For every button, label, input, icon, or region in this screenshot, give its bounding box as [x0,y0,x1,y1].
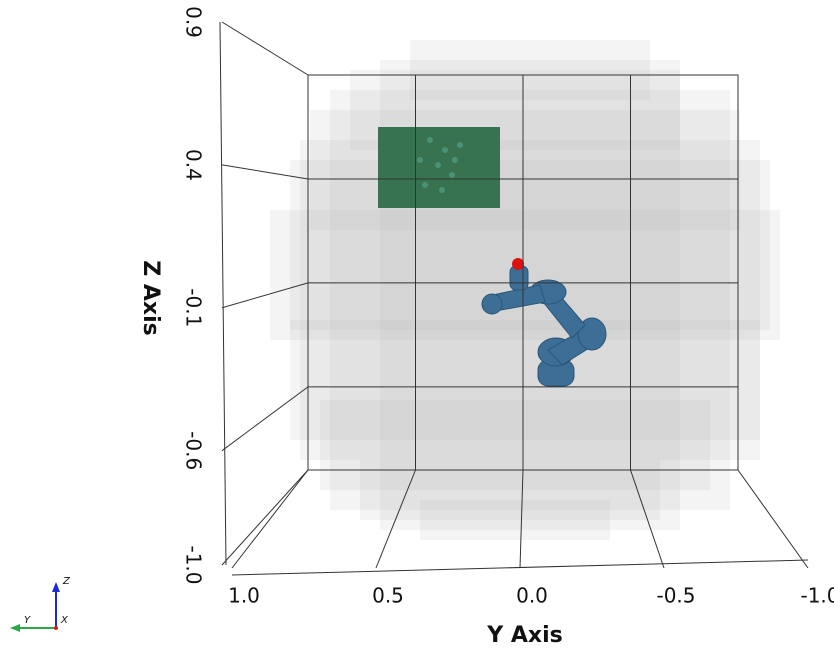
grid-line [221,21,309,76]
grid-line [231,469,309,569]
y-tick-label: 1.0 [228,584,260,608]
grid-line [630,469,665,569]
y-tick-label: 0.5 [372,584,404,608]
y-tick-label: -1.0 [800,584,834,608]
robot-arm [481,258,607,387]
grid-line [221,164,309,180]
grid-line [519,469,524,569]
z-tick-label: 0.4 [182,149,206,181]
y-axis-title: Y Axis [486,623,562,648]
z-axis-title: Z Axis [138,260,163,335]
orientation-y: Y [24,615,31,626]
orientation-z: Z [62,576,71,587]
orientation-widget [10,582,60,632]
grid-line [375,469,416,569]
axis-line [219,21,227,566]
axes: 0.9 0.4 -0.1 -0.6 -1.0 1.0 0.5 0.0 -0.5 -1.0 [182,6,834,607]
grid-line [221,386,309,452]
grid-line [737,469,809,569]
y-tick-label: 0.0 [516,584,548,608]
z-tick-label: -0.6 [182,431,206,470]
target-box [378,127,500,208]
grid-line [221,282,309,309]
orientation-x: X [60,615,69,626]
z-tick-label: -1.0 [182,545,206,584]
grid-line [221,469,309,566]
y-tick-label: -0.5 [656,584,695,608]
z-tick-label: 0.9 [182,6,206,38]
z-tick-label: -0.1 [182,288,206,327]
